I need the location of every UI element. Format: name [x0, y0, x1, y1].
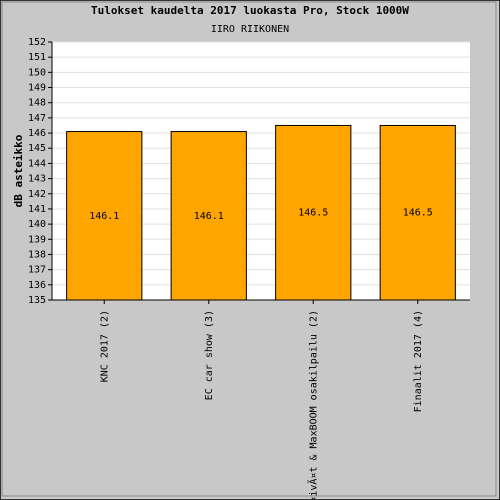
- y-axis-label: dB asteikko: [12, 134, 25, 207]
- value-label: 146.1: [89, 211, 119, 222]
- x-tick-label: PÃ¤ivÃ¤t & MaxBOOM osakilpailu (2): [306, 310, 319, 500]
- x-tick-label: Finaalit 2017 (4): [413, 310, 424, 412]
- y-tick-label: 150: [28, 67, 46, 78]
- x-tick-label: KNC 2017 (2): [99, 310, 110, 382]
- y-tick-label: 144: [28, 158, 46, 169]
- chart-subtitle: IIRO RIIKONEN: [211, 24, 289, 35]
- y-tick-label: 136: [28, 280, 46, 291]
- bar: [379, 124, 456, 301]
- y-tick-label: 147: [28, 113, 46, 124]
- y-tick-label: 148: [28, 98, 46, 109]
- y-tick-label: 137: [28, 265, 46, 276]
- y-tick-label: 135: [28, 295, 46, 306]
- y-tick-label: 145: [28, 143, 46, 154]
- y-tick-label: 152: [28, 37, 46, 48]
- y-tick-label: 151: [28, 52, 46, 63]
- value-label: 146.1: [194, 211, 224, 222]
- y-tick-label: 140: [28, 219, 46, 230]
- y-tick-label: 143: [28, 174, 46, 185]
- bar: [275, 124, 352, 301]
- bar: [66, 131, 143, 301]
- value-label: 146.5: [298, 208, 328, 219]
- chart-title: Tulokset kaudelta 2017 luokasta Pro, Sto…: [91, 4, 409, 17]
- value-label: 146.5: [403, 208, 433, 219]
- y-tick-label: 139: [28, 234, 46, 245]
- bar: [170, 131, 247, 301]
- y-tick-label: 141: [28, 204, 46, 215]
- y-tick-label: 138: [28, 249, 46, 260]
- x-tick-label: EC car show (3): [204, 310, 215, 400]
- y-tick-label: 149: [28, 83, 46, 94]
- y-tick-label: 146: [28, 128, 46, 139]
- y-tick-label: 142: [28, 189, 46, 200]
